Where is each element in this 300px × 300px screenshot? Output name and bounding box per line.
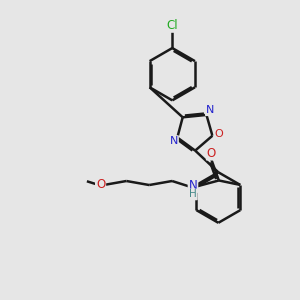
Text: N: N bbox=[169, 136, 178, 146]
Text: O: O bbox=[214, 129, 223, 139]
Text: N: N bbox=[189, 179, 197, 192]
Text: N: N bbox=[206, 105, 214, 115]
Text: H: H bbox=[189, 189, 197, 200]
Text: O: O bbox=[96, 178, 105, 191]
Text: Cl: Cl bbox=[167, 19, 178, 32]
Text: O: O bbox=[207, 147, 216, 160]
